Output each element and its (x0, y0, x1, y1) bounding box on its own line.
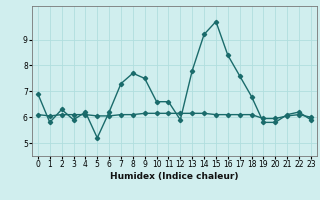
X-axis label: Humidex (Indice chaleur): Humidex (Indice chaleur) (110, 172, 239, 181)
